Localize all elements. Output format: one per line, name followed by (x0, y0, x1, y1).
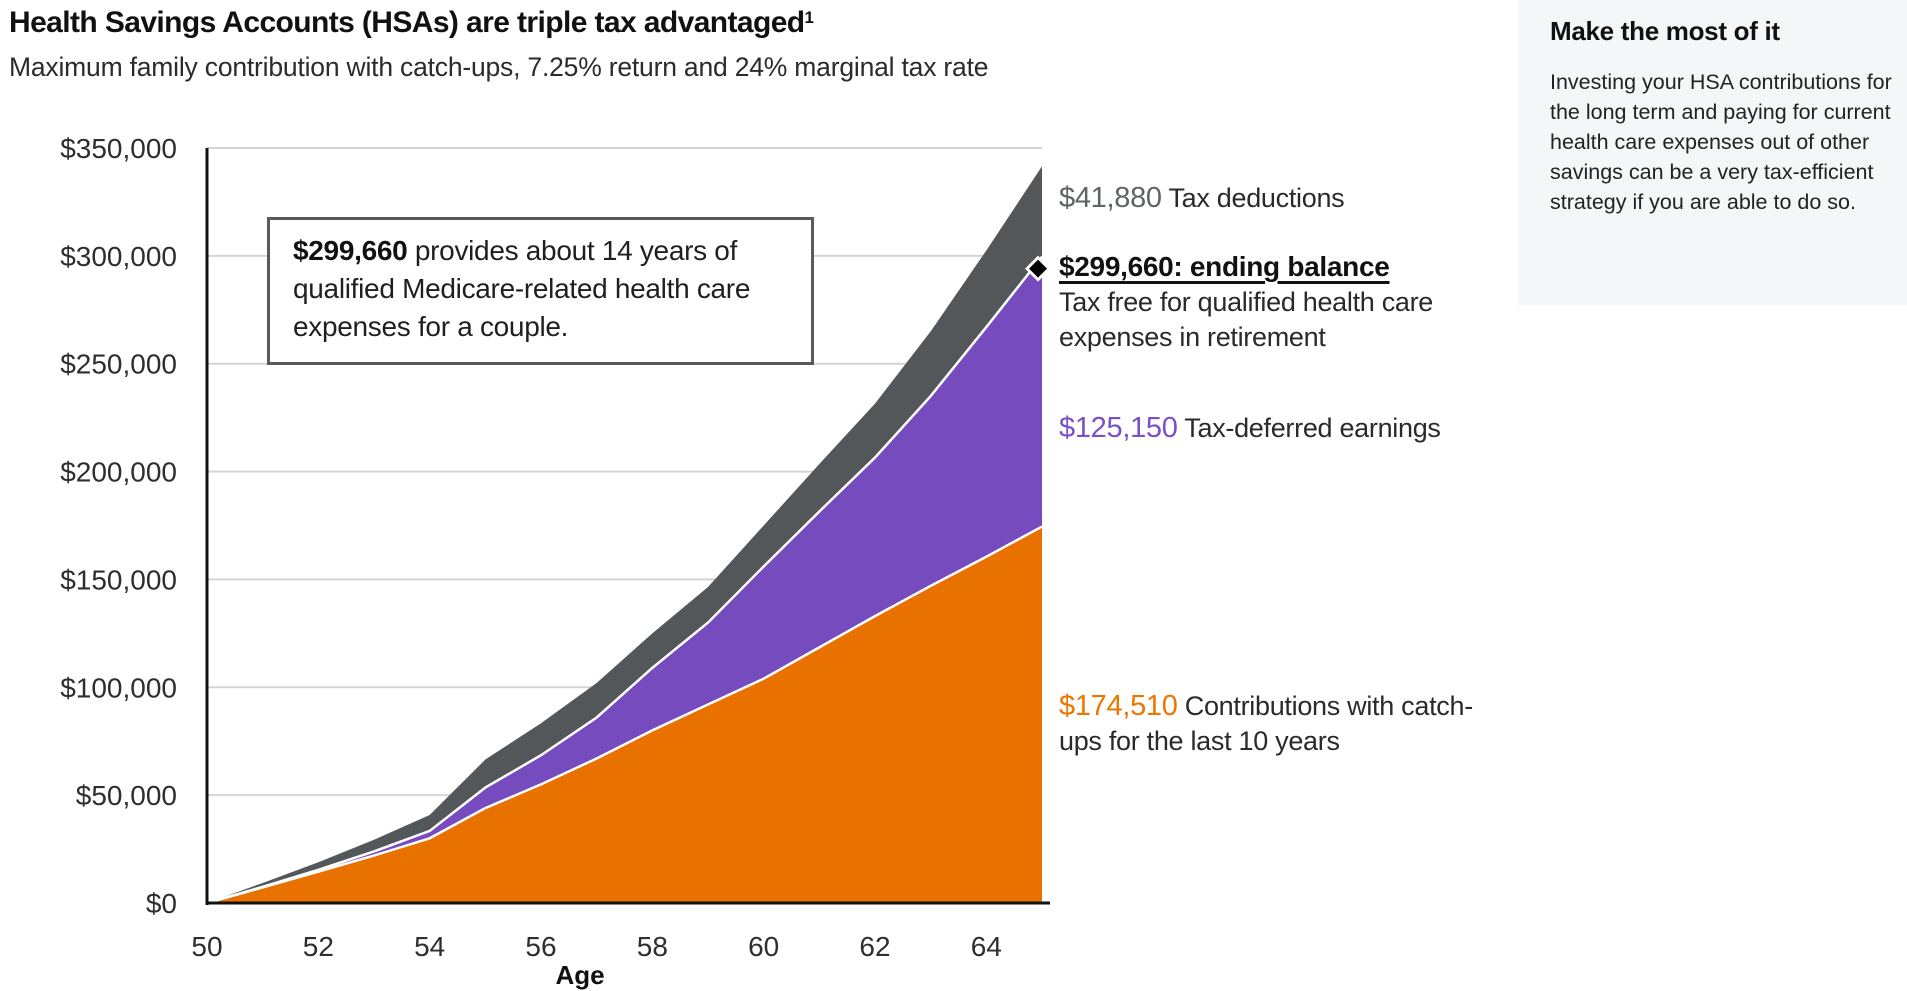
area-earnings (207, 256, 1042, 903)
earnings-value: $125,150 (1059, 412, 1178, 444)
y-tick-label: $350,000 (60, 133, 177, 164)
chart-subtitle: Maximum family contribution with catch-u… (9, 52, 989, 82)
chart-title-text: Health Savings Accounts (HSAs) are tripl… (9, 6, 805, 39)
y-tick-label: $200,000 (60, 457, 177, 488)
x-axis-ticks: 50 52 54 56 58 60 62 64 (191, 931, 1001, 962)
callout-box: $299,660 provides about 14 years of qual… (267, 217, 814, 365)
y-axis-ticks: $0 $50,000 $100,000 $150,000 $200,000 $250,00… (60, 133, 177, 919)
earnings-label: Tax-deferred earnings (1177, 413, 1441, 443)
tax-deductions-label: Tax deductions (1161, 183, 1345, 213)
y-tick-label: $250,000 (60, 349, 177, 380)
axes (205, 148, 1050, 905)
contributions-label: Contributions with catch-ups for the las… (1059, 691, 1473, 756)
area-series (206, 166, 1043, 905)
diamond-icon (1025, 255, 1051, 282)
y-tick-label: $50,000 (76, 780, 177, 811)
y-tick-label: $300,000 (60, 241, 177, 272)
x-tick-label: 52 (303, 931, 334, 962)
annotation-tax-deductions: $41,880 Tax deductions (1059, 181, 1345, 216)
separator-earnings-tax (206, 255, 1043, 905)
y-tick-label: $100,000 (60, 672, 177, 703)
ending-balance-heading: $299,660: ending balance (1059, 251, 1390, 282)
x-tick-label: 62 (859, 931, 890, 962)
x-tick-label: 54 (414, 931, 445, 962)
y-tick-label: $0 (146, 888, 177, 919)
x-tick-label: 60 (748, 931, 779, 962)
x-tick-label: 50 (191, 931, 222, 962)
tax-deductions-value: $41,880 (1059, 182, 1162, 214)
sidebar-panel: Make the most of it Investing your HSA c… (1518, 0, 1907, 305)
callout-amount: $299,660 (293, 235, 408, 266)
ending-balance-description: Tax free for qualified health care expen… (1059, 287, 1434, 352)
separator-contributions-earnings (206, 525, 1043, 905)
footnote-marker: 1 (804, 8, 814, 27)
contributions-value: $174,510 (1059, 690, 1178, 722)
x-tick-label: 58 (637, 931, 668, 962)
annotation-contributions: $174,510 Contributions with catch-ups fo… (1059, 689, 1479, 759)
annotation-ending-balance: $299,660: ending balance Tax free for qu… (1059, 249, 1489, 355)
sidebar-heading: Make the most of it (1550, 16, 1780, 46)
sidebar-body: Investing your HSA contributions for the… (1550, 70, 1892, 214)
y-tick-label: $150,000 (60, 564, 177, 595)
diamond-fill (1029, 259, 1047, 278)
x-axis-label: Age (555, 960, 604, 990)
callout-text: provides about 14 years of qualified Med… (293, 235, 751, 342)
area-contributions (207, 526, 1042, 903)
x-tick-label: 56 (525, 931, 556, 962)
annotation-earnings: $125,150 Tax-deferred earnings (1059, 411, 1441, 446)
x-tick-label: 64 (971, 931, 1002, 962)
chart-title: Health Savings Accounts (HSAs) are tripl… (9, 6, 814, 40)
